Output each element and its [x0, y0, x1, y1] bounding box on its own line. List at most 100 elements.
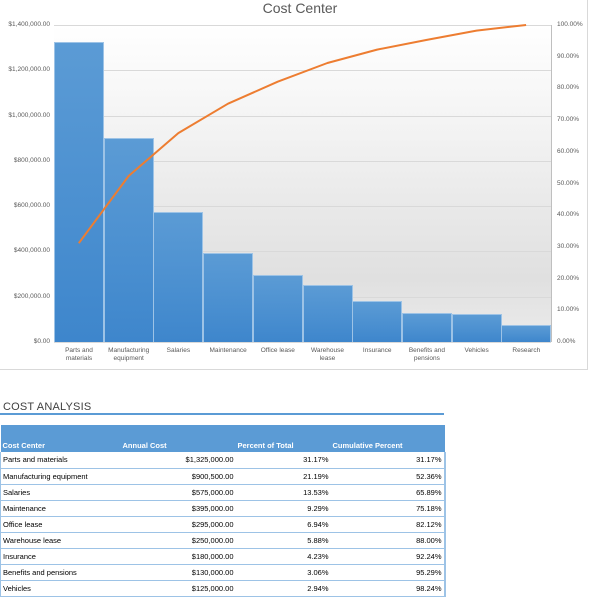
gridline: [54, 70, 551, 72]
x-axis-tick-label: Vehicles: [452, 347, 502, 355]
pareto-chart: Cost Center $0.00 $200,000.00 $400,000.00 $…: [0, 0, 588, 370]
cell-cost-center[interactable]: Office lease: [0, 516, 121, 533]
header-cumulative-percent[interactable]: Cumulative Percent: [330, 425, 445, 452]
table-row: Vehicles $125,000.00 2.94% 98.24%: [0, 580, 446, 597]
right-axis-tick-label: 100.00%: [557, 21, 583, 28]
x-axis-tick-label: Benefits and pensions: [402, 347, 452, 363]
right-axis-tick-label: 0.00%: [557, 338, 576, 345]
cell-percent-of-total[interactable]: 5.88%: [235, 532, 331, 549]
bar[interactable]: [352, 301, 403, 342]
cell-cumulative-percent[interactable]: 88.00%: [330, 532, 446, 549]
table-row: Office lease $295,000.00 6.94% 82.12%: [0, 516, 446, 533]
x-axis-tick-label-line: Insurance: [362, 347, 392, 354]
cell-annual-cost[interactable]: $180,000.00: [120, 548, 236, 565]
cell-cumulative-percent[interactable]: 92.24%: [330, 548, 446, 565]
x-axis-tick-label-line: Benefits and: [408, 347, 445, 354]
right-axis-line: [551, 25, 552, 342]
cell-cumulative-percent[interactable]: 95.29%: [330, 564, 446, 581]
left-axis-tick-label: $200,000.00: [13, 292, 50, 300]
x-axis-tick-label-line: Maintenance: [209, 347, 247, 354]
right-axis-tick-label: 30.00%: [557, 242, 580, 250]
chart-title: Cost Center: [262, 0, 338, 16]
bar[interactable]: [451, 313, 502, 342]
cell-cost-center[interactable]: Maintenance: [0, 500, 121, 517]
cell-annual-cost[interactable]: $295,000.00: [120, 516, 236, 533]
right-axis-tick-label: 10.00%: [557, 306, 580, 314]
x-axis-tick-label: Manufacturing equipment: [104, 347, 154, 363]
gridline: [54, 25, 551, 26]
bar[interactable]: [103, 138, 154, 342]
cost-analysis-table: Cost Center Annual Cost Percent of Total…: [0, 425, 446, 597]
cell-percent-of-total[interactable]: 2.94%: [235, 580, 331, 597]
left-axis-tick-label: $0.00: [33, 338, 50, 345]
table-row: Salaries $575,000.00 13.53% 65.89%: [0, 484, 446, 501]
cell-cumulative-percent[interactable]: 98.24%: [330, 580, 446, 597]
x-axis-tick-label-line: Research: [512, 347, 541, 354]
left-axis-tick-label: $400,000.00: [13, 247, 50, 255]
cell-percent-of-total[interactable]: 6.94%: [235, 516, 331, 533]
bar[interactable]: [153, 211, 204, 342]
cell-cumulative-percent[interactable]: 75.18%: [330, 500, 446, 517]
x-axis-tick-label-line: Warehouse lease: [311, 347, 344, 362]
header-cost-center[interactable]: Cost Center: [0, 425, 121, 452]
cell-cumulative-percent[interactable]: 65.89%: [330, 484, 446, 501]
x-axis-tick-label: Maintenance: [203, 347, 253, 355]
cell-percent-of-total[interactable]: 3.06%: [235, 564, 331, 581]
cell-cost-center[interactable]: Salaries: [0, 484, 121, 501]
cell-annual-cost[interactable]: $395,000.00: [120, 500, 236, 517]
table-row: Insurance $180,000.00 4.23% 92.24%: [0, 548, 446, 565]
cell-cost-center[interactable]: Warehouse lease: [0, 532, 121, 549]
section-title: COST ANALYSIS: [3, 401, 92, 413]
cell-percent-of-total[interactable]: 13.53%: [235, 484, 331, 501]
right-axis-tick-label: 80.00%: [557, 84, 580, 92]
cell-percent-of-total[interactable]: 4.23%: [235, 548, 331, 565]
gridline: [54, 342, 551, 343]
x-axis-tick-label: Office lease: [253, 347, 303, 355]
cell-annual-cost[interactable]: $250,000.00: [120, 532, 236, 549]
x-axis-tick-label: Parts and materials: [54, 347, 104, 363]
cell-cost-center[interactable]: Insurance: [0, 548, 121, 565]
header-percent-of-total[interactable]: Percent of Total: [235, 425, 331, 452]
x-axis-tick-label-line: Office lease: [260, 347, 295, 354]
left-axis-tick-label: $800,000.00: [13, 156, 50, 164]
cell-percent-of-total[interactable]: 31.17%: [235, 452, 331, 469]
left-axis-tick-label: $600,000.00: [13, 202, 50, 210]
cell-cumulative-percent[interactable]: 31.17%: [330, 452, 446, 469]
right-axis-tick-label: 60.00%: [557, 147, 580, 155]
bar[interactable]: [501, 325, 552, 342]
left-axis-tick-label: $1,400,000.00: [8, 21, 50, 28]
bar[interactable]: [203, 252, 254, 342]
cell-annual-cost[interactable]: $130,000.00: [120, 564, 236, 581]
x-axis-tick-label-line: Manufacturing: [108, 347, 150, 354]
cell-annual-cost[interactable]: $125,000.00: [120, 580, 236, 597]
bar[interactable]: [252, 275, 303, 342]
x-axis-tick-label: Warehouse lease: [303, 347, 353, 363]
right-axis-tick-label: 40.00%: [557, 211, 580, 219]
cell-annual-cost[interactable]: $900,500.00: [120, 468, 236, 485]
cell-cost-center[interactable]: Vehicles: [0, 580, 121, 597]
left-axis-tick-label: $1,200,000.00: [8, 66, 50, 74]
cell-cumulative-percent[interactable]: 52.36%: [330, 468, 446, 485]
table-row: Warehouse lease $250,000.00 5.88% 88.00%: [0, 532, 446, 549]
x-axis-tick-label: Salaries: [153, 347, 203, 355]
x-axis-tick-label-line: pensions: [413, 355, 440, 362]
x-axis-tick-label-line: Parts and: [65, 347, 93, 354]
right-axis-tick-label: 70.00%: [557, 116, 580, 124]
cell-annual-cost[interactable]: $575,000.00: [120, 484, 236, 501]
cell-cost-center[interactable]: Manufacturing equipment: [0, 468, 121, 485]
cell-percent-of-total[interactable]: 21.19%: [235, 468, 331, 485]
bar[interactable]: [302, 285, 353, 342]
bar[interactable]: [54, 41, 104, 342]
cell-annual-cost[interactable]: $1,325,000.00: [120, 452, 236, 469]
cell-cost-center[interactable]: Benefits and pensions: [0, 564, 121, 581]
x-axis-tick-label-line: materials: [65, 355, 93, 362]
cell-cumulative-percent[interactable]: 82.12%: [330, 516, 446, 533]
header-annual-cost[interactable]: Annual Cost: [120, 425, 236, 452]
bar[interactable]: [401, 312, 452, 342]
section-divider: [0, 413, 444, 415]
gridline: [54, 251, 551, 253]
right-axis-tick-label: 20.00%: [557, 274, 580, 282]
cell-cost-center[interactable]: Parts and materials: [0, 452, 121, 469]
cell-percent-of-total[interactable]: 9.29%: [235, 500, 331, 517]
x-axis-tick-label: Research: [501, 347, 551, 355]
